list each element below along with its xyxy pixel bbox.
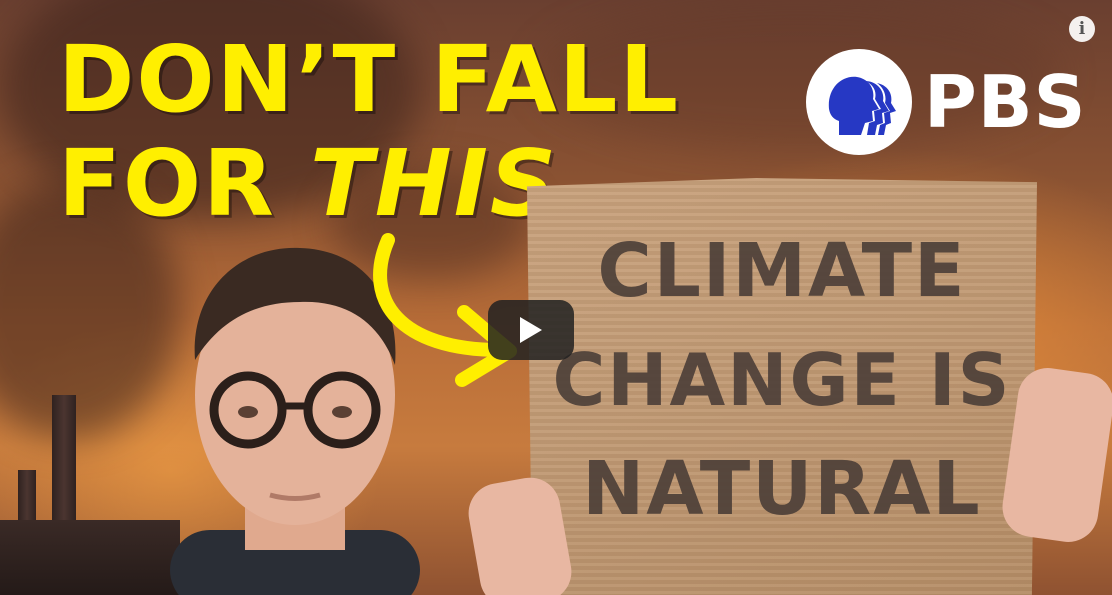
factory: [0, 520, 180, 595]
presenter: [170, 247, 420, 595]
info-icon: i: [1078, 19, 1086, 39]
pbs-logo: PBS: [806, 48, 1087, 156]
play-button[interactable]: [488, 300, 574, 360]
info-button[interactable]: i: [1069, 16, 1095, 42]
headline-line-1: DON’T FALL: [58, 26, 681, 133]
pbs-wordmark: PBS: [924, 60, 1087, 144]
headline-line-2-prefix: FOR: [58, 130, 310, 237]
cardboard-sign: CLIMATE CHANGE IS NATURAL: [527, 178, 1037, 595]
sign-line-1: CLIMATE: [597, 228, 967, 314]
sign-line-3: NATURAL: [582, 446, 982, 532]
headline-emphasis: THIS: [309, 130, 559, 237]
pbs-heads-icon: [806, 49, 912, 155]
smoke-plume: [330, 170, 530, 280]
sign-line-2: CHANGE IS: [552, 338, 1012, 422]
headline-line-2: FOR THIS: [58, 138, 558, 230]
smoke-plume: [540, 0, 1060, 150]
play-icon: [520, 317, 542, 343]
smoke-plume: [0, 180, 180, 440]
